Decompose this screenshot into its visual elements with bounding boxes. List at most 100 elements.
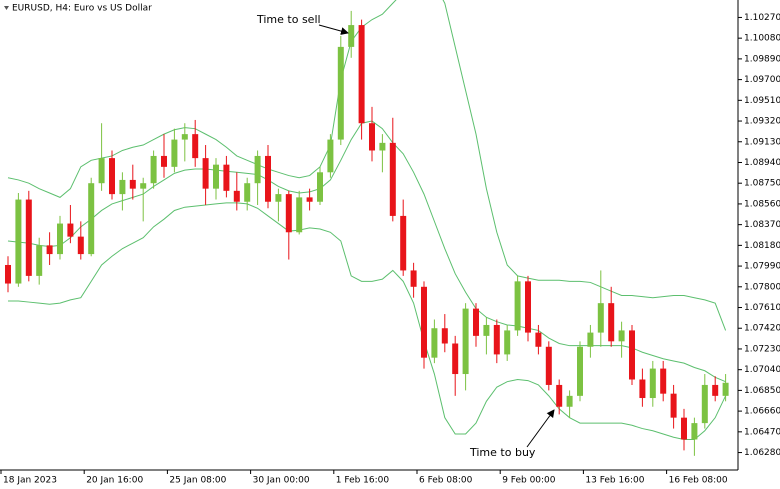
y-tick-label: 1.10080 [744,34,780,44]
y-tick-label: 1.06660 [744,407,780,417]
candle-body [545,346,552,385]
y-tick-label: 1.07230 [744,344,780,354]
candle-body [587,332,594,347]
candle-body [244,183,251,202]
candle-body [36,245,43,276]
candle-body [535,332,542,347]
y-tick-label: 1.06850 [744,386,780,396]
candle-body [525,281,531,333]
band-middle [7,120,726,383]
candle-body [77,236,84,255]
candle-body [608,303,615,342]
y-tick-label: 1.09510 [744,96,780,106]
candle-body [473,308,479,336]
candle-body [5,264,11,284]
candle-body [192,134,199,159]
x-tick-label: 13 Feb 16:00 [585,476,644,486]
candle-body [109,158,115,195]
y-tick-label: 1.09890 [744,54,780,64]
candle-body [348,25,355,47]
candle-body [213,164,219,189]
y-tick-label: 1.08370 [744,220,780,230]
x-tick-label: 25 Jan 08:00 [169,476,226,486]
candle-body [639,379,646,399]
candle-body [556,384,563,407]
x-tick-label: 6 Feb 08:00 [419,476,473,486]
x-tick-label: 20 Jan 16:00 [86,476,143,486]
candle-body [681,417,687,440]
candle-body [701,384,708,424]
y-tick-label: 1.06280 [744,448,780,458]
y-tick-label: 1.08180 [744,241,780,251]
candle-body [317,172,323,202]
x-tick-label: 16 Feb 08:00 [669,476,728,486]
annotation-arrow [526,409,555,448]
candle-body [483,324,490,336]
candle-body [660,368,667,394]
candle-body [337,46,344,140]
x-tick-label: 30 Jan 00:00 [253,476,310,486]
candle-body [649,368,656,399]
title-icon [4,6,9,10]
candle-body [181,134,188,140]
candle-body [119,179,126,195]
candle-body [285,194,292,233]
candle-body [577,346,583,396]
y-tick-label: 1.08560 [744,199,780,209]
y-tick-label: 1.10270 [744,13,780,23]
x-tick-label: 1 Feb 16:00 [336,476,390,486]
candle-body [431,328,438,358]
annotation-arrow [318,24,349,35]
candle-body [327,139,334,173]
y-tick-label: 1.08750 [744,179,780,189]
y-tick-label: 1.07040 [744,365,780,375]
y-tick-label: 1.07420 [744,324,780,334]
chart-title: EURUSD, H4: Euro vs US Dollar [12,4,152,14]
annotation: Time to buy [469,446,536,459]
candle-body [296,197,303,233]
candle-body [618,330,625,342]
candle-body [369,123,375,151]
candle-body [597,303,604,333]
candle-body [88,183,95,255]
candle-body [171,139,178,167]
candle-body [504,330,511,355]
y-tick-label: 1.09700 [744,75,780,85]
candle-body [629,330,635,380]
candle-body [46,245,53,255]
candle-body [421,286,427,358]
band-lower [8,202,727,440]
candle-body [140,183,147,189]
x-tick-label: 9 Feb 00:00 [502,476,556,486]
candle-body [161,155,167,167]
candle-body [150,155,157,184]
candle-body [306,197,313,202]
candle-body [15,199,22,284]
y-tick-label: 1.08940 [744,158,780,168]
plot-area [5,0,729,456]
annotation: Time to sell [256,13,321,26]
candle-body [441,328,448,344]
candle-body [275,194,282,202]
candle-body [462,308,469,375]
candle-body [514,281,521,331]
y-tick-label: 1.06470 [744,427,780,437]
candle-body [129,179,136,189]
y-tick-label: 1.07800 [744,282,780,292]
candle-body [98,158,105,184]
candle-body [358,25,365,124]
candle-body [254,155,261,184]
y-tick-label: 1.07990 [744,262,780,272]
candle-body [265,155,271,202]
band-upper [7,0,727,331]
candle-body [379,142,386,151]
candle-body [67,223,74,237]
candle-body [202,158,209,189]
candle-body [691,423,698,440]
y-tick-label: 1.09320 [744,117,780,127]
candle-body [722,382,729,396]
y-tick-label: 1.07610 [744,303,780,313]
candle-body [233,190,240,202]
candle-body [566,395,573,407]
